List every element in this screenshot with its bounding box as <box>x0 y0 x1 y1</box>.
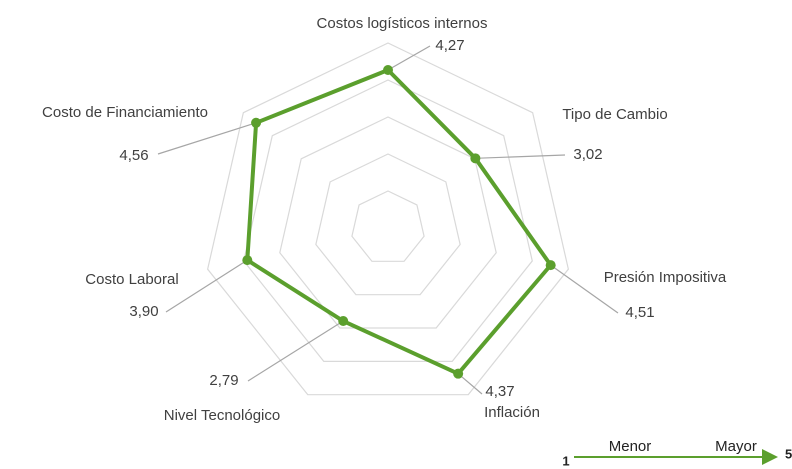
category-label: Presión Impositiva <box>604 269 727 286</box>
series-line <box>245 68 553 376</box>
legend-min: 1 <box>562 453 569 468</box>
leader-line <box>247 320 344 382</box>
leader-line <box>165 259 248 313</box>
value-label: 4,27 <box>435 37 464 54</box>
value-label: 2,79 <box>209 372 238 389</box>
leader-line <box>550 264 619 314</box>
category-label: Costos logísticos internos <box>317 15 488 32</box>
legend-high: Mayor <box>715 438 757 455</box>
category-label: Costo Laboral <box>85 271 178 288</box>
category-label: Inflación <box>484 404 540 421</box>
leader-line <box>387 45 431 71</box>
legend-low: Menor <box>609 438 652 455</box>
grid-ring <box>315 153 461 296</box>
grid-ring <box>279 116 497 329</box>
data-point <box>470 153 481 164</box>
data-point <box>383 65 393 76</box>
data-point <box>338 316 349 327</box>
grid-ring <box>351 190 425 262</box>
value-label: 4,37 <box>485 383 514 400</box>
leader-line <box>457 373 483 395</box>
data-point <box>453 368 464 379</box>
value-label: 4,56 <box>119 147 148 164</box>
value-label: 3,02 <box>573 146 602 163</box>
data-point <box>545 260 556 271</box>
leader-line <box>475 154 566 159</box>
grid-ring <box>206 42 570 396</box>
category-label: Costo de Financiamiento <box>42 104 208 121</box>
data-point <box>251 117 262 128</box>
value-label: 3,90 <box>129 303 158 320</box>
legend-max: 5 <box>785 446 792 461</box>
category-label: Nivel Tecnológico <box>164 407 280 424</box>
category-label: Tipo de Cambio <box>562 106 667 123</box>
leader-line <box>157 122 257 155</box>
value-label: 4,51 <box>625 304 654 321</box>
data-point <box>242 255 253 266</box>
